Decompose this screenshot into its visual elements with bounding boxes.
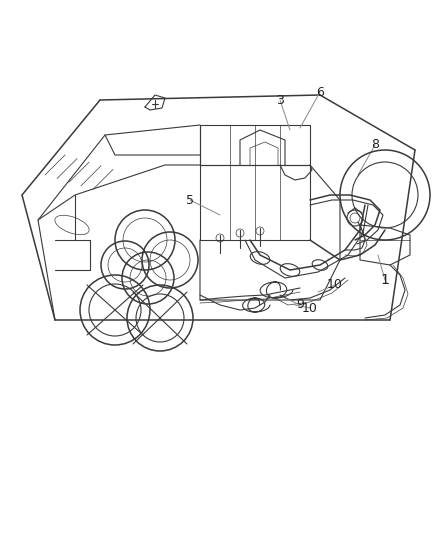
Text: 3: 3 bbox=[276, 93, 284, 107]
Text: 6: 6 bbox=[316, 85, 324, 99]
Text: 10: 10 bbox=[302, 302, 318, 314]
Text: 5: 5 bbox=[186, 193, 194, 206]
Text: 9: 9 bbox=[296, 298, 304, 311]
Text: 1: 1 bbox=[381, 273, 389, 287]
Text: 10: 10 bbox=[327, 279, 343, 292]
Text: 8: 8 bbox=[371, 139, 379, 151]
